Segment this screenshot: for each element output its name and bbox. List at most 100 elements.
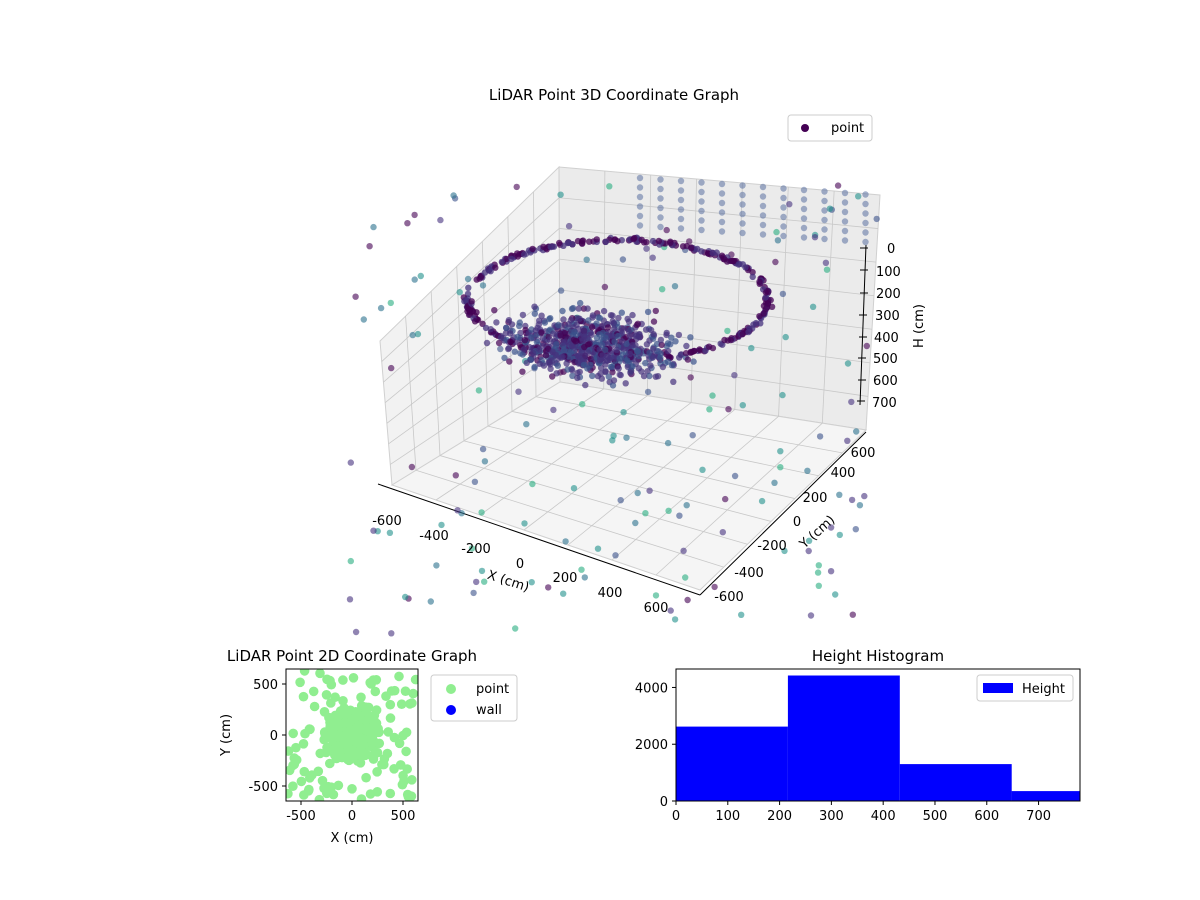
x-tick-label: 200 [767,809,792,824]
scatter3d-point [471,478,479,485]
scatter3d-point [602,238,609,246]
scatter3d-point [491,307,498,314]
scatter3d-point [576,315,583,322]
scatter3d-point [554,362,561,369]
scatter2d-point [356,692,366,703]
scatter3d-point [514,250,521,257]
scatter3d-point [541,319,549,326]
scatter3d-point [622,380,629,387]
scatter2d-legend: point wall [430,674,518,722]
scatter3d-point [523,421,530,428]
scatter3d-point [670,378,677,385]
scatter2d-point [299,669,310,676]
scatter2d-point [334,730,345,741]
scatter3d-point [611,325,618,332]
scatter3d-point [800,224,808,232]
scatter2d-point [308,686,319,697]
x-tick-label: 0 [516,557,524,572]
scatter3d-point [800,196,808,203]
scatter3d-point [549,373,556,380]
y-tick-label: 0 [660,795,668,810]
scatter3d-point [657,195,664,202]
scatter3d-point [559,353,566,360]
scatter3d-point [718,209,726,216]
scatter3d-point [786,201,793,208]
scatter3d-point [849,611,856,618]
scatter3d-point [782,333,789,341]
scatter3d-point [519,368,526,375]
scatter3d-point [805,537,813,544]
scatter3d-point [550,406,557,414]
z-ticks-3d: 0 100 200 300 400 500 600 700 [857,242,901,411]
scatter3d-point [780,213,787,221]
scatter3d-point [465,284,472,291]
scatter3d-point [487,326,494,333]
histogram-bar [1011,791,1080,801]
scatter3d-point [644,388,652,396]
histogram-x-ticks: 0 100 200 300 400 500 600 700 [672,801,1051,824]
scatter3d-point [481,458,489,465]
scatter3d-point [856,502,864,509]
z-tick-label: 100 [876,265,901,280]
scatter3d-point [611,338,618,345]
y-tick-label: 0 [793,515,801,530]
scatter3d-point [629,342,636,349]
scatter3d-point [657,214,664,221]
scatter3d-point [632,331,640,338]
scatter3d-point [848,398,855,406]
scatter2d-point [315,669,325,679]
scatter3d-point [631,234,638,242]
scatter3d-point [598,341,606,348]
scatter2d-point [339,718,350,728]
legend-marker-wall [446,705,456,715]
scatter2d-point [385,788,396,799]
scatter3d-point [588,324,596,331]
scatter3d-point [682,574,689,581]
scatter3d-point [649,354,657,361]
scatter3d-point [862,200,869,208]
scatter3d-point [745,328,752,336]
scatter3d-point [601,283,609,291]
y-tick-label: 0 [270,729,278,744]
scatter3d-point [657,204,664,212]
scatter2d-point [319,707,330,717]
scatter2d-point [370,686,381,697]
scatter3d-point [731,472,739,480]
scatter3d-point [464,275,472,283]
scatter2d-point [330,718,340,729]
scatter3d-point [346,596,354,603]
scatter3d-point [580,327,588,334]
scatter3d-point [759,221,767,229]
scatter3d-point [774,237,782,244]
scatter3d-point [492,264,499,271]
scatter2d-point [389,732,400,743]
scatter2d-point [299,766,310,777]
z-tick-label: 600 [873,374,898,389]
scatter3d-point [664,358,672,365]
histogram-bar [899,764,1012,801]
scatter3d-point [711,583,718,591]
scatter3d-point [646,349,653,357]
scatter3d-point [409,331,416,339]
scatter2d-point [385,699,396,710]
scatter3d-point [664,439,672,447]
scatter3d-point [665,347,672,355]
x-tick-label: 500 [391,809,416,824]
scatter3d-point [612,552,619,559]
scatter3d-point [823,266,831,273]
scatter3d-point [816,433,824,440]
scatter2d-point [355,745,366,756]
scatter2d-point [399,776,409,786]
legend-3d: point [787,114,873,142]
scatter3d-point [600,307,608,315]
z-tick-label: 500 [873,352,898,367]
scatter3d-point [777,464,784,471]
x-tick-label: 600 [974,809,999,824]
y-tick-label: -600 [714,590,744,605]
scatter3d-point [615,314,622,322]
scatter3d-point [487,268,494,275]
histogram-bars [676,675,1080,801]
scatter3d-point [619,256,627,263]
y-tick-label: -500 [248,780,278,795]
y-tick-label: 500 [253,678,278,693]
